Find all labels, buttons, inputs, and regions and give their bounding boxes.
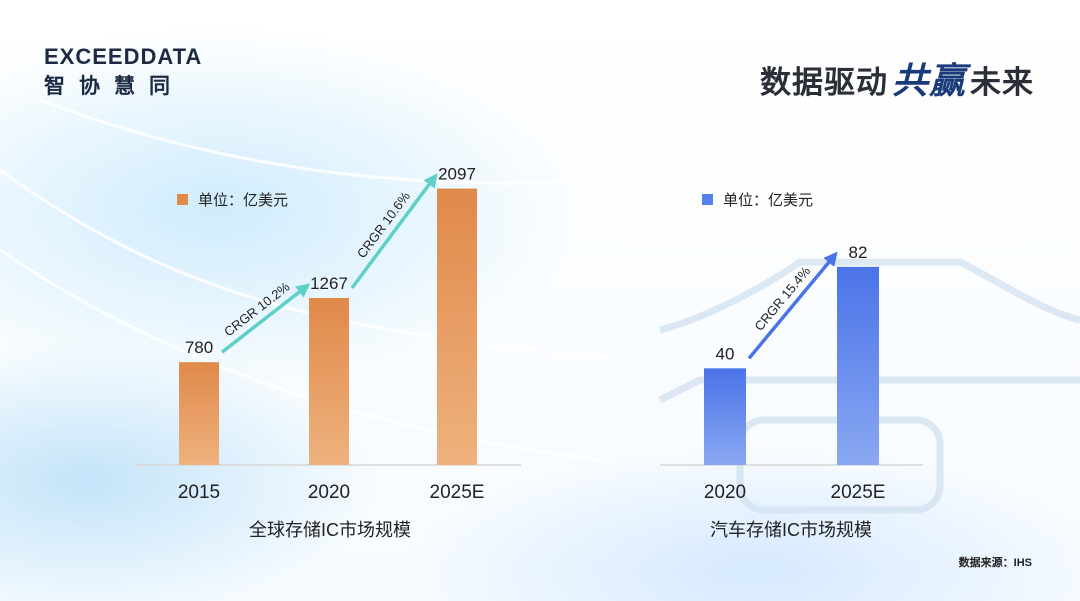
tick-label-global-2015: 2015: [178, 482, 220, 503]
legend-label-global: 单位：亿美元: [198, 192, 288, 209]
data-label-global-2025E: 2097: [438, 165, 476, 184]
bars-global: 780 1267 2097: [179, 165, 477, 465]
bars-auto: 40 82: [704, 243, 879, 465]
data-label-auto-2020: 40: [716, 344, 735, 363]
bar-auto-2020: [704, 368, 746, 465]
growth-arrow-global-2: [350, 173, 438, 290]
bar-auto-2025E: [837, 266, 879, 465]
slogan-part-1: 数据驱动: [759, 65, 888, 100]
data-label-auto-2025E: 82: [849, 243, 868, 262]
chart-caption-auto: 汽车存储IC市场规模: [710, 520, 872, 540]
logo-chinese-name: 智协慧同: [44, 75, 184, 98]
logo-wordmark: EXCEEDDATA: [44, 44, 203, 69]
growth-label-global-2: CRGR 10.6%: [354, 188, 413, 260]
growth-arrow-global-1: [220, 283, 311, 354]
slogan-part-2: 未来: [970, 65, 1034, 100]
data-source-note: 数据来源：IHS: [958, 557, 1032, 569]
background-curves: [0, 98, 701, 462]
bar-global-2025E: [437, 188, 477, 465]
bg-curve-3: [39, 98, 701, 185]
tick-labels-auto: 2020 2025E: [704, 482, 886, 503]
legend-label-auto: 单位：亿美元: [723, 192, 813, 209]
slogan-highlight: 共赢: [891, 60, 966, 102]
data-label-global-2015: 780: [185, 338, 213, 357]
car-body: [658, 376, 1080, 404]
bg-curve-1: [0, 168, 621, 362]
legend-swatch-auto: [702, 194, 713, 205]
growth-arrow-auto-1: [747, 251, 838, 360]
tick-label-auto-2020: 2020: [704, 482, 746, 503]
bg-curve-2: [0, 248, 601, 462]
car-roof: [659, 258, 1080, 334]
data-label-global-2020: 1267: [310, 274, 348, 293]
chart-global-memory-ic: 单位：亿美元 780 1267 2097 2015 2020 2025E CRGR 10…: [135, 165, 521, 540]
legend-swatch-global: [177, 194, 188, 205]
tick-label-global-2025E: 2025E: [430, 482, 485, 503]
slogan: 数据驱动 共赢 未来: [760, 52, 1034, 104]
bar-global-2015: [179, 362, 219, 465]
tick-label-auto-2025E: 2025E: [831, 482, 886, 503]
bar-global-2020: [309, 297, 349, 465]
chart-caption-global: 全球存储IC市场规模: [249, 520, 411, 540]
growth-label-global-1: CRGR 10.2%: [221, 279, 293, 339]
tick-label-global-2020: 2020: [308, 482, 350, 503]
tick-labels-global: 2015 2020 2025E: [178, 482, 485, 503]
